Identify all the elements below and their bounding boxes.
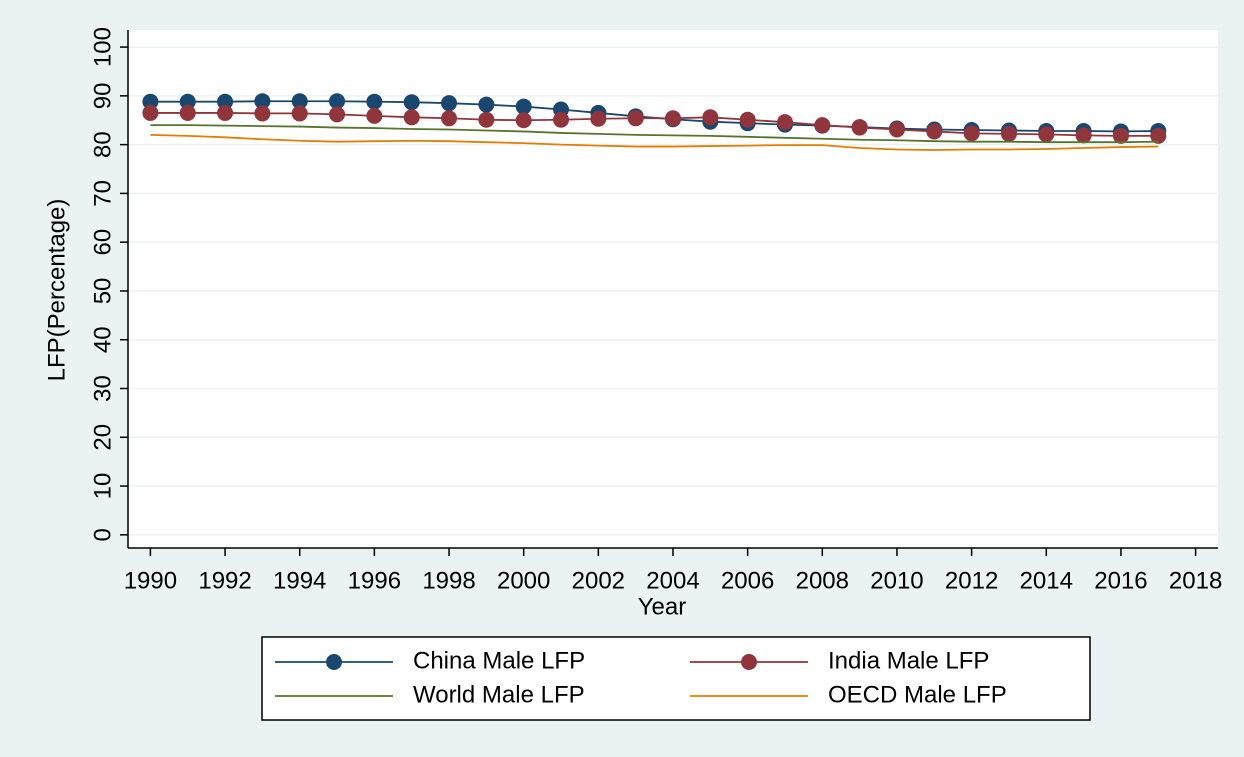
point	[888, 121, 905, 138]
x-tick-label: 1990	[124, 567, 177, 594]
point	[739, 111, 756, 128]
point	[254, 105, 271, 122]
point	[515, 112, 532, 129]
x-tick-label: 2000	[497, 567, 550, 594]
point	[441, 110, 458, 127]
point	[1112, 127, 1129, 144]
y-tick-label: 90	[89, 82, 116, 109]
x-tick-label: 1994	[273, 567, 326, 594]
point	[553, 111, 570, 128]
legend-box	[261, 636, 1091, 721]
point	[515, 98, 532, 115]
x-tick-label: 1996	[348, 567, 401, 594]
point	[179, 93, 196, 110]
x-tick-label: 2016	[1094, 567, 1147, 594]
point	[403, 94, 420, 111]
point	[403, 109, 420, 126]
x-axis-label: Year	[638, 593, 687, 620]
x-tick-label: 2008	[796, 567, 849, 594]
x-tick-label: 1998	[422, 567, 475, 594]
legend-label: India Male LFP	[828, 647, 989, 674]
point	[665, 110, 681, 127]
legend-label: China Male LFP	[413, 647, 585, 674]
point	[217, 104, 234, 121]
point	[142, 104, 159, 121]
y-tick-label: 50	[89, 278, 116, 305]
y-axis-label: LFP(Percentage)	[43, 199, 70, 382]
x-tick-label: 2004	[646, 567, 699, 594]
point	[366, 107, 383, 124]
point	[217, 93, 234, 110]
legend-label: OECD Male LFP	[828, 681, 1007, 708]
point	[851, 119, 868, 136]
y-tick-label: 100	[89, 27, 116, 67]
y-tick-label: 0	[89, 528, 116, 541]
plot-area	[128, 30, 1218, 548]
x-tick-label: 2002	[572, 567, 625, 594]
point	[1150, 127, 1167, 144]
series-line	[150, 124, 1159, 144]
point	[1000, 125, 1017, 142]
x-tick-label: 2006	[721, 567, 774, 594]
point	[142, 93, 159, 110]
point	[329, 93, 346, 110]
y-tick-label: 70	[89, 180, 116, 207]
x-tick-label: 2010	[870, 567, 923, 594]
series-line	[150, 133, 1159, 151]
point	[329, 106, 346, 123]
point	[366, 93, 383, 110]
y-tick-label: 30	[89, 375, 116, 402]
point	[478, 111, 495, 128]
point	[291, 105, 308, 122]
point	[590, 110, 607, 127]
legend-marker	[741, 654, 757, 670]
point	[702, 109, 719, 126]
y-tick-label: 20	[89, 424, 116, 451]
x-tick-label: 2012	[945, 567, 998, 594]
y-tick-label: 40	[89, 326, 116, 353]
point	[441, 95, 458, 112]
point	[254, 93, 271, 110]
point	[814, 117, 831, 134]
point	[478, 96, 495, 113]
y-tick-label: 10	[89, 473, 116, 500]
point	[1038, 126, 1055, 143]
legend-marker	[326, 654, 342, 670]
point	[963, 125, 980, 142]
x-tick-label: 2018	[1169, 567, 1222, 594]
legend-label: World Male LFP	[413, 681, 585, 708]
x-tick-label: 1992	[198, 567, 251, 594]
point	[1075, 127, 1092, 144]
x-tick-label: 2014	[1020, 567, 1073, 594]
y-tick-label: 80	[89, 131, 116, 158]
point	[291, 93, 308, 110]
series-line	[150, 112, 1159, 137]
point	[627, 110, 644, 127]
y-tick-label: 60	[89, 229, 116, 256]
point	[179, 104, 196, 121]
point	[926, 123, 943, 140]
point	[776, 114, 793, 131]
